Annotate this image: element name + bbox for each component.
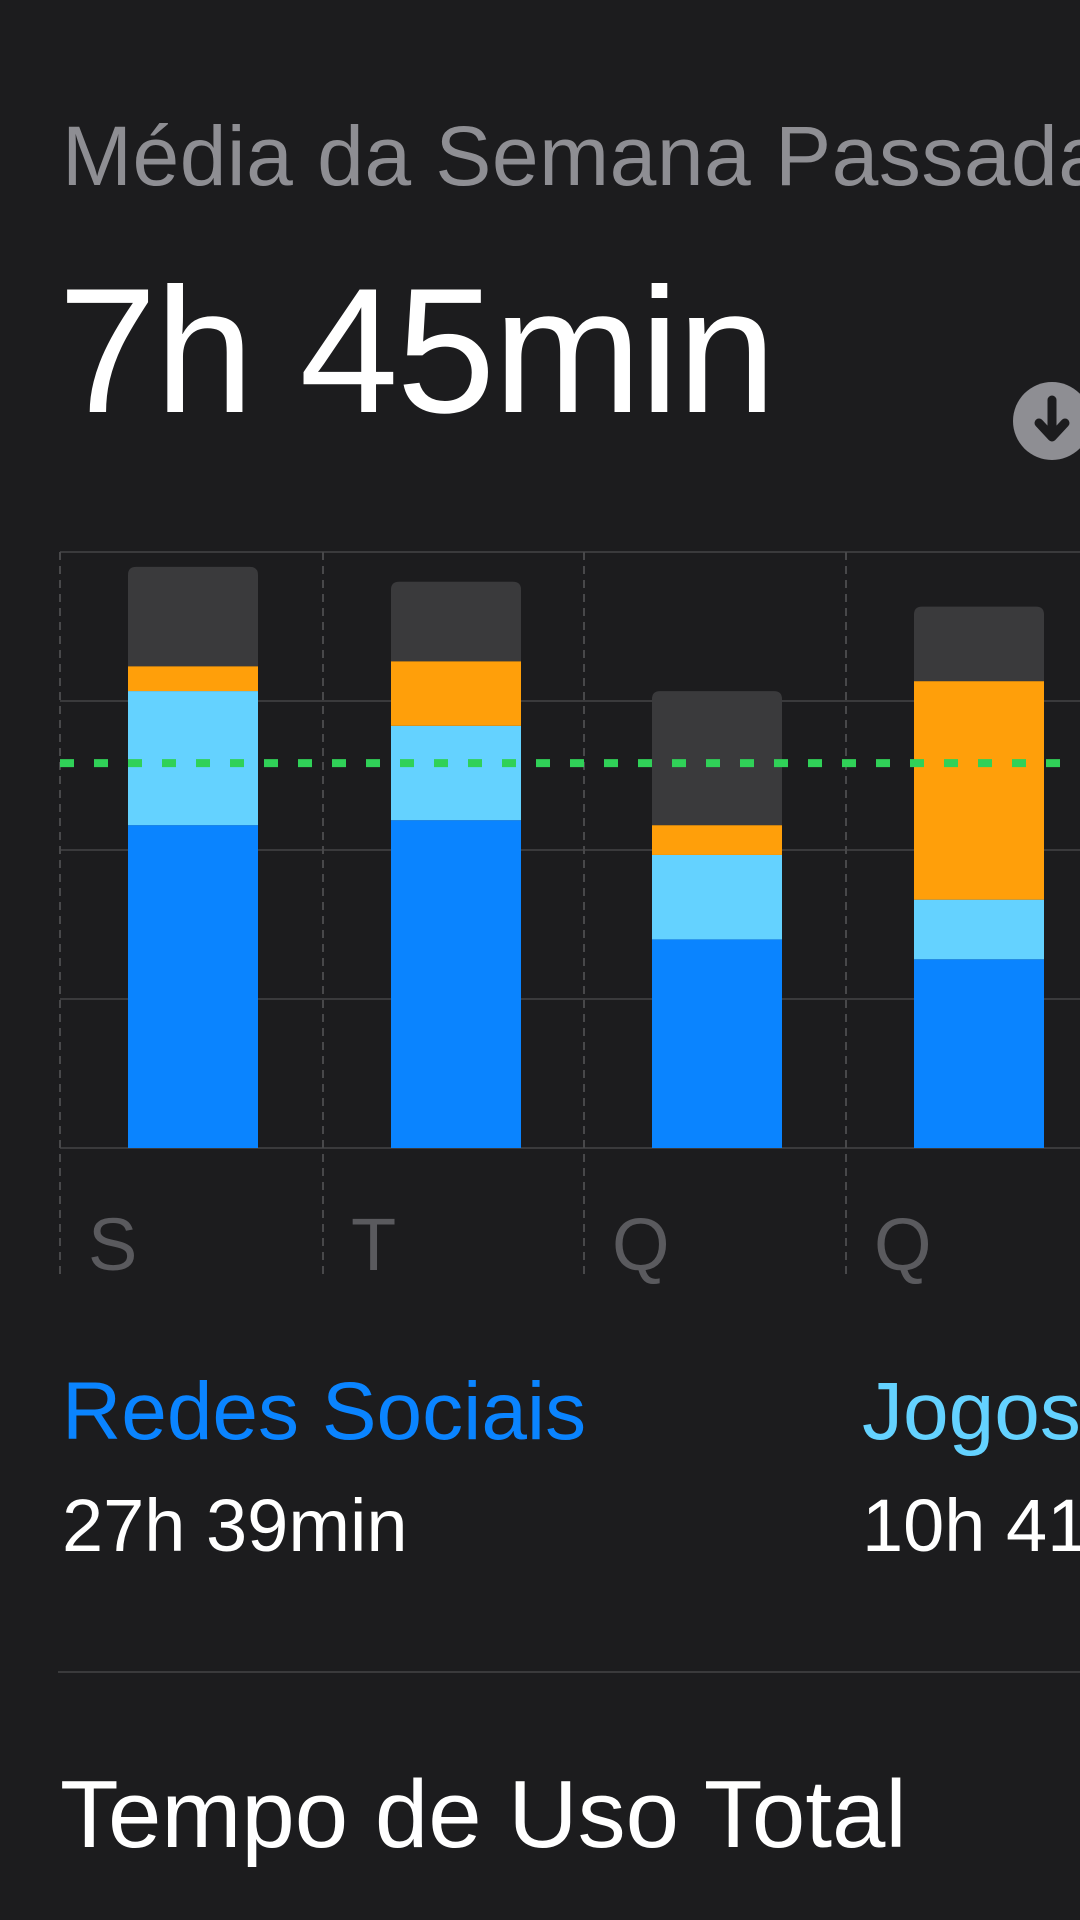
legend-social-networks[interactable]: Redes Sociais 27h 39min <box>62 1365 586 1568</box>
category-name: Jogos <box>862 1366 1080 1457</box>
bar-segment <box>128 666 258 692</box>
bar-segment <box>128 691 258 826</box>
bar-segment <box>391 661 521 726</box>
day-label: Q <box>874 1203 932 1286</box>
category-time: 10h 41min <box>862 1484 1080 1567</box>
bar-segment <box>128 566 258 667</box>
bar-segment <box>128 825 258 1148</box>
bar-segment <box>652 825 782 855</box>
day-label: S <box>88 1203 137 1286</box>
bar-segment <box>652 939 782 1148</box>
day-label: T <box>351 1203 396 1286</box>
bar-segment <box>914 606 1044 682</box>
bar-segment <box>391 820 521 1148</box>
bar-segment <box>914 681 1044 900</box>
arrow-down-circle-icon <box>1013 382 1080 460</box>
bar-segment <box>391 581 521 662</box>
bar-segment <box>914 959 1044 1148</box>
day-label: Q <box>612 1203 670 1286</box>
bar-segment <box>652 691 782 826</box>
total-usage-title: Tempo de Uso Total <box>60 1761 907 1868</box>
bar-segment <box>914 899 1044 960</box>
legend-games[interactable]: Jogos 10h 41min <box>862 1365 1080 1568</box>
bar-segment <box>652 854 782 940</box>
week-average-label: Média da Semana Passada <box>62 109 1080 203</box>
category-name: Redes Sociais <box>62 1366 587 1457</box>
week-average-total: 7h 45min <box>58 251 776 450</box>
bar-segment <box>391 725 521 821</box>
category-time: 27h 39min <box>62 1484 408 1567</box>
section-divider <box>58 1671 1080 1673</box>
